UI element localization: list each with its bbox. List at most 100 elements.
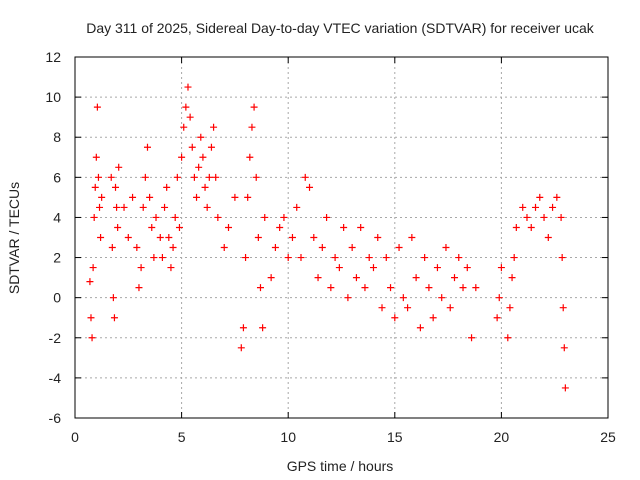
data-point xyxy=(150,254,158,262)
y-tick-label: 4 xyxy=(53,209,61,225)
data-point xyxy=(195,163,203,171)
data-point xyxy=(133,244,141,252)
data-point xyxy=(96,203,104,211)
data-point xyxy=(135,284,143,292)
data-point xyxy=(306,183,314,191)
data-point xyxy=(318,244,326,252)
data-point xyxy=(510,254,518,262)
data-point xyxy=(271,244,279,252)
data-point xyxy=(301,173,309,181)
data-point xyxy=(442,244,450,252)
data-point xyxy=(553,193,561,201)
data-point xyxy=(558,254,566,262)
data-point xyxy=(188,143,196,151)
data-point xyxy=(446,304,454,312)
data-point xyxy=(387,284,395,292)
data-point xyxy=(512,223,520,231)
y-axis-label: SDTVAR / TECUs xyxy=(6,182,22,294)
data-point xyxy=(193,193,201,201)
y-tick-label: -6 xyxy=(49,410,62,426)
data-point xyxy=(141,173,149,181)
data-point xyxy=(259,324,267,332)
data-point xyxy=(527,223,535,231)
data-point xyxy=(225,223,233,231)
data-point xyxy=(429,314,437,322)
data-points xyxy=(86,83,569,392)
data-point xyxy=(94,173,102,181)
data-point xyxy=(297,254,305,262)
data-point xyxy=(495,294,503,302)
data-point xyxy=(560,344,568,352)
x-tick-label: 25 xyxy=(600,429,616,445)
data-point xyxy=(246,153,254,161)
y-tick-label: -2 xyxy=(49,330,62,346)
data-point xyxy=(508,274,516,282)
data-point xyxy=(357,223,365,231)
data-point xyxy=(137,264,145,272)
data-point xyxy=(523,213,531,221)
data-point xyxy=(288,234,296,241)
data-point xyxy=(197,133,205,141)
data-point xyxy=(252,173,260,181)
y-tick-label: 6 xyxy=(53,169,61,185)
y-tick-label: 0 xyxy=(53,290,61,306)
data-point xyxy=(450,274,458,282)
data-point xyxy=(412,274,420,282)
data-point xyxy=(314,274,322,282)
data-point xyxy=(214,213,222,221)
data-point xyxy=(86,278,94,286)
data-point xyxy=(152,213,160,221)
data-point xyxy=(248,123,256,131)
data-point xyxy=(148,223,156,231)
data-point xyxy=(110,314,118,322)
data-point xyxy=(261,213,269,221)
data-point xyxy=(143,143,151,151)
y-tick-label: -4 xyxy=(49,370,62,386)
data-point xyxy=(504,334,512,342)
data-point xyxy=(239,324,247,332)
data-point xyxy=(433,264,441,272)
data-point xyxy=(404,304,412,312)
data-point xyxy=(87,314,95,322)
data-point xyxy=(124,234,132,241)
data-point xyxy=(267,274,275,282)
data-point xyxy=(254,234,262,241)
data-point xyxy=(115,163,123,171)
data-point xyxy=(378,304,386,312)
data-point xyxy=(114,223,122,231)
data-point xyxy=(425,284,433,292)
data-point xyxy=(331,254,339,262)
x-tick-label: 5 xyxy=(178,429,186,445)
data-point xyxy=(559,304,567,312)
x-tick-label: 15 xyxy=(387,429,403,445)
data-point xyxy=(167,264,175,272)
data-point xyxy=(199,153,207,161)
data-point xyxy=(89,264,97,272)
data-point xyxy=(561,384,569,392)
x-axis-label: GPS time / hours xyxy=(287,458,394,474)
data-point xyxy=(156,234,164,241)
data-point xyxy=(557,213,565,221)
data-point xyxy=(171,213,179,221)
x-tick-label: 0 xyxy=(71,429,79,445)
data-point xyxy=(536,193,544,201)
data-point xyxy=(250,103,258,111)
data-point xyxy=(399,294,407,302)
data-point xyxy=(519,203,527,211)
data-point xyxy=(365,254,373,262)
data-point xyxy=(348,244,356,252)
axis-ticks: 0 5 10 15 20 25 -6 -4 -2 0 2 4 6 8 10 12 xyxy=(45,49,616,445)
data-point xyxy=(98,193,106,201)
data-point xyxy=(146,193,154,201)
data-point xyxy=(212,173,220,181)
data-point xyxy=(220,244,228,252)
y-tick-label: 12 xyxy=(45,49,61,65)
grid xyxy=(75,57,608,418)
data-point xyxy=(369,264,377,272)
data-point xyxy=(361,284,369,292)
data-point xyxy=(109,294,117,302)
data-point xyxy=(391,314,399,322)
data-point xyxy=(129,193,137,201)
